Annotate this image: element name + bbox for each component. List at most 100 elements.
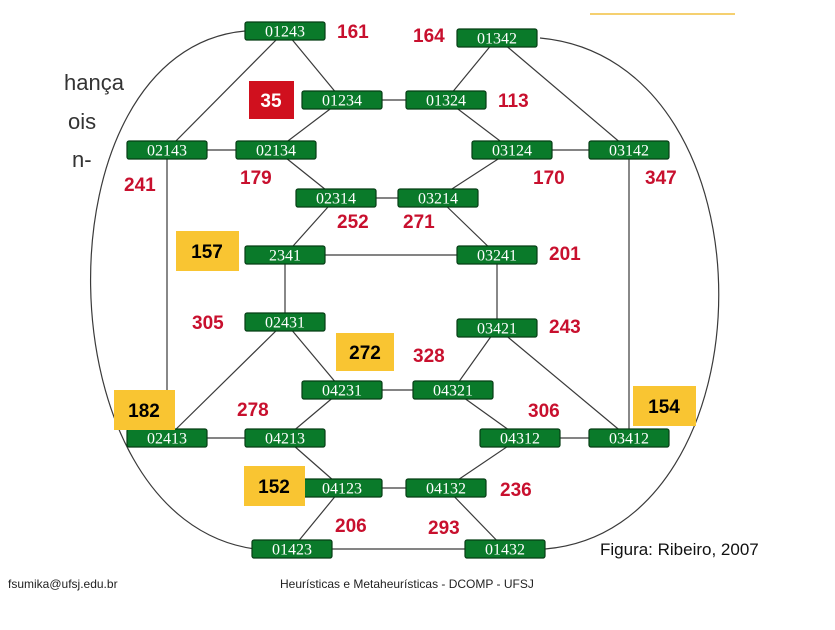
node-label: 03142 — [609, 143, 649, 160]
node-label: 01243 — [265, 24, 305, 41]
highlight-box-35: 35 — [249, 81, 294, 119]
edges-layer — [166, 30, 630, 550]
nodes-layer: 01243 01342 01234 01324 02143 02134 03124 03142… — [126, 21, 670, 559]
permutation-node-04321: 04321 — [412, 380, 494, 400]
highlight-box-text: 272 — [349, 343, 381, 364]
node-box — [405, 90, 487, 110]
node-box — [456, 245, 538, 265]
highlight-box-272: 272 — [336, 333, 394, 371]
cost-label: 161 — [337, 22, 369, 43]
permutation-node-04312: 04312 — [479, 428, 561, 448]
edge-01243-02143 — [166, 30, 286, 151]
node-label: 04231 — [322, 383, 362, 400]
cost-label: 206 — [335, 516, 367, 537]
permutation-node-2341: 2341 — [244, 245, 326, 265]
node-label: 02431 — [265, 315, 305, 332]
node-box — [295, 188, 377, 208]
node-label: 03412 — [609, 431, 649, 448]
node-box — [405, 478, 487, 498]
node-label: 04321 — [433, 383, 473, 400]
highlight-box-154: 154 — [633, 386, 696, 426]
highlight-box-152: 152 — [244, 466, 305, 506]
node-label: 02413 — [147, 431, 187, 448]
node-box — [479, 428, 561, 448]
node-box — [456, 28, 538, 48]
permutation-node-04231: 04231 — [301, 380, 383, 400]
node-label: 01324 — [426, 93, 466, 110]
node-box — [301, 380, 383, 400]
cost-label: 164 — [413, 26, 445, 47]
node-label: 01234 — [322, 93, 362, 110]
node-label: 03241 — [477, 248, 517, 265]
node-box — [244, 245, 326, 265]
cost-label: 293 — [428, 518, 460, 539]
footer-course: Heurísticas e Metaheurísticas - DCOMP - … — [280, 577, 534, 591]
edge-04123-01423 — [291, 487, 343, 550]
edge-02431-02413 — [166, 321, 286, 439]
permutation-node-02413: 02413 — [126, 428, 208, 448]
highlight-box-text: 157 — [191, 242, 223, 263]
node-box — [244, 21, 326, 41]
footer-email: fsumika@ufsj.edu.br — [8, 577, 118, 591]
node-box — [456, 318, 538, 338]
node-box — [126, 140, 208, 160]
cost-label: 305 — [192, 313, 224, 334]
node-box — [244, 312, 326, 332]
permutation-node-04132: 04132 — [405, 478, 487, 498]
node-label: 01423 — [272, 542, 312, 559]
edge-04132-01432 — [445, 487, 506, 550]
highlight-box-text: 35 — [260, 91, 282, 112]
edge-01342-03142 — [496, 37, 630, 151]
node-box — [397, 188, 479, 208]
edge-02431-04231 — [284, 321, 343, 391]
background-text-fragment: hança — [64, 70, 125, 95]
cost-label: 252 — [337, 212, 369, 233]
figure-caption: Figura: Ribeiro, 2007 — [600, 540, 759, 559]
cost-label: 328 — [413, 346, 445, 367]
permutation-node-01243: 01243 — [244, 21, 326, 41]
node-label: 03214 — [418, 191, 458, 208]
node-label: 04123 — [322, 481, 362, 498]
cost-label: 271 — [403, 212, 435, 233]
permutation-node-03421: 03421 — [456, 318, 538, 338]
edge-01243-01234 — [284, 30, 343, 101]
node-label: 01342 — [477, 31, 517, 48]
permutation-node-01423: 01423 — [251, 539, 333, 559]
cost-label: 179 — [240, 168, 272, 189]
permutation-node-02431: 02431 — [244, 312, 326, 332]
permutation-node-04213: 04213 — [244, 428, 326, 448]
permutation-node-03412: 03412 — [588, 428, 670, 448]
cost-label: 278 — [237, 400, 269, 421]
edge-03421-03412 — [496, 327, 630, 439]
node-label: 03421 — [477, 321, 517, 338]
permutation-node-01234: 01234 — [301, 90, 383, 110]
cost-label: 243 — [549, 317, 581, 338]
node-label: 04132 — [426, 481, 466, 498]
node-label: 04213 — [265, 431, 305, 448]
permutation-node-03124: 03124 — [471, 140, 553, 160]
node-label: 2341 — [269, 248, 301, 265]
outer-enclosing-curve — [90, 30, 720, 550]
permutation-node-03142: 03142 — [588, 140, 670, 160]
node-box — [588, 428, 670, 448]
cost-label: 201 — [549, 244, 581, 265]
permutation-node-02134: 02134 — [235, 140, 317, 160]
background-text-fragment: ois — [68, 109, 96, 134]
permutation-node-03214: 03214 — [397, 188, 479, 208]
node-box — [471, 140, 553, 160]
permutation-node-01324: 01324 — [405, 90, 487, 110]
node-label: 02314 — [316, 191, 356, 208]
cost-label: 306 — [528, 401, 560, 422]
cost-label: 347 — [645, 168, 677, 189]
highlight-box-text: 152 — [258, 477, 290, 498]
edge-01342-01324 — [445, 37, 498, 101]
node-label: 01432 — [485, 542, 525, 559]
node-box — [244, 428, 326, 448]
node-box — [251, 539, 333, 559]
node-box — [235, 140, 317, 160]
node-label: 04312 — [500, 431, 540, 448]
permutation-node-03241: 03241 — [456, 245, 538, 265]
highlight-box-text: 182 — [128, 401, 160, 422]
permutation-node-01432: 01432 — [464, 539, 546, 559]
